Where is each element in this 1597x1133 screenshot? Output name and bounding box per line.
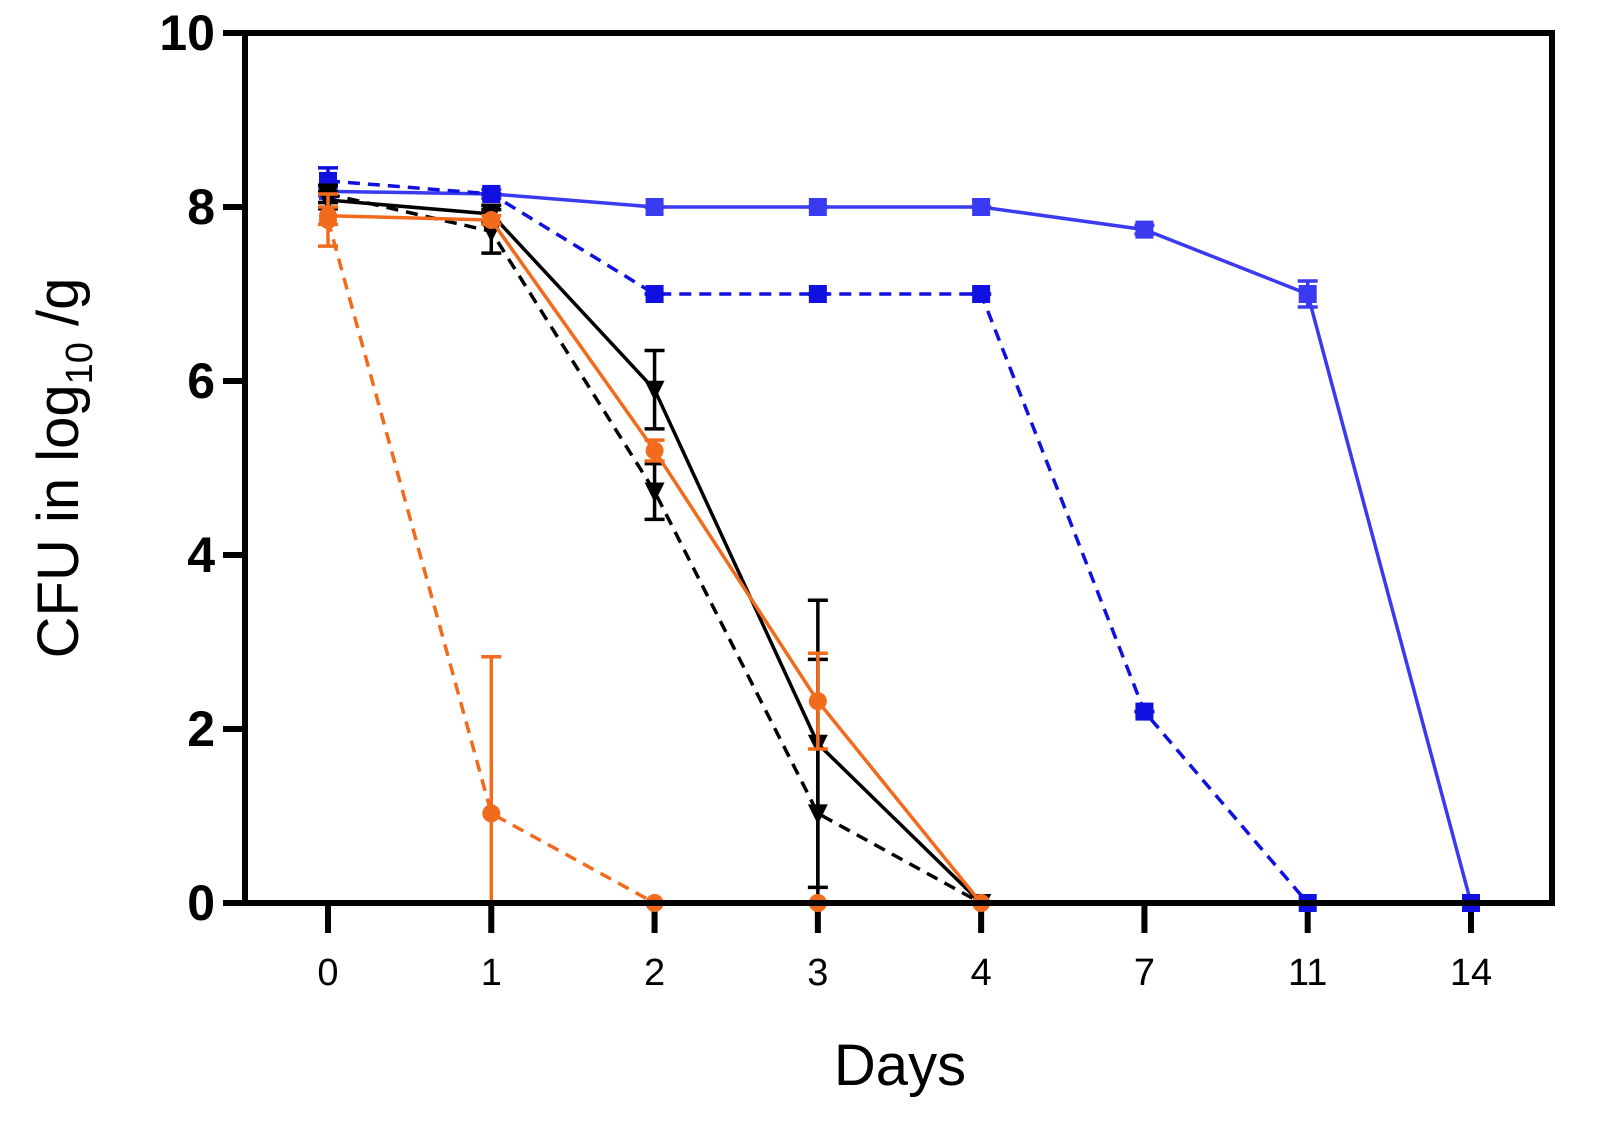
y-tick-label: 10 — [159, 5, 215, 61]
error-bar — [481, 655, 502, 903]
y-tick-label: 4 — [187, 527, 215, 583]
marker — [808, 692, 827, 711]
marker — [645, 285, 664, 303]
marker — [808, 285, 827, 303]
marker — [1135, 702, 1154, 721]
marker — [482, 804, 501, 823]
series-line — [327, 189, 1473, 904]
marker — [807, 804, 828, 825]
x-axis-label: Days — [834, 1033, 966, 1098]
x-tick-label: 14 — [1450, 952, 1492, 994]
marker — [972, 285, 991, 303]
y-axis-label-sub: 10 — [59, 342, 101, 384]
x-tick-label: 0 — [317, 952, 338, 994]
x-tick-label: 3 — [807, 952, 828, 994]
x-tick-label: 11 — [1288, 952, 1327, 994]
y-axis-label: CFU in log10 /g — [26, 278, 101, 659]
series-line — [326, 219, 818, 905]
marker — [645, 441, 664, 460]
marker — [482, 211, 501, 230]
x-tick-label: 7 — [1134, 952, 1155, 994]
marker — [1135, 220, 1154, 239]
x-tick-label: 1 — [481, 952, 502, 994]
marker — [808, 198, 827, 216]
plot-frame — [242, 30, 1555, 906]
marker — [319, 211, 337, 230]
marker — [644, 380, 665, 401]
x-tick-label: 2 — [644, 952, 665, 994]
x-tick-label: 4 — [971, 952, 992, 994]
marker — [972, 198, 991, 216]
marker — [645, 198, 664, 216]
marker — [644, 482, 665, 503]
series-line — [327, 213, 983, 905]
y-tick-label: 0 — [187, 875, 215, 931]
marker — [1298, 285, 1317, 303]
y-tick-label: 2 — [187, 701, 215, 757]
y-axis-label-part: CFU in log — [26, 384, 91, 658]
y-tick-label: 6 — [187, 353, 215, 409]
marker — [482, 184, 501, 203]
series-line — [327, 179, 1471, 905]
y-axis-label-part: /g — [26, 278, 91, 343]
series-line — [327, 198, 983, 905]
y-tick-label: 8 — [187, 179, 215, 235]
